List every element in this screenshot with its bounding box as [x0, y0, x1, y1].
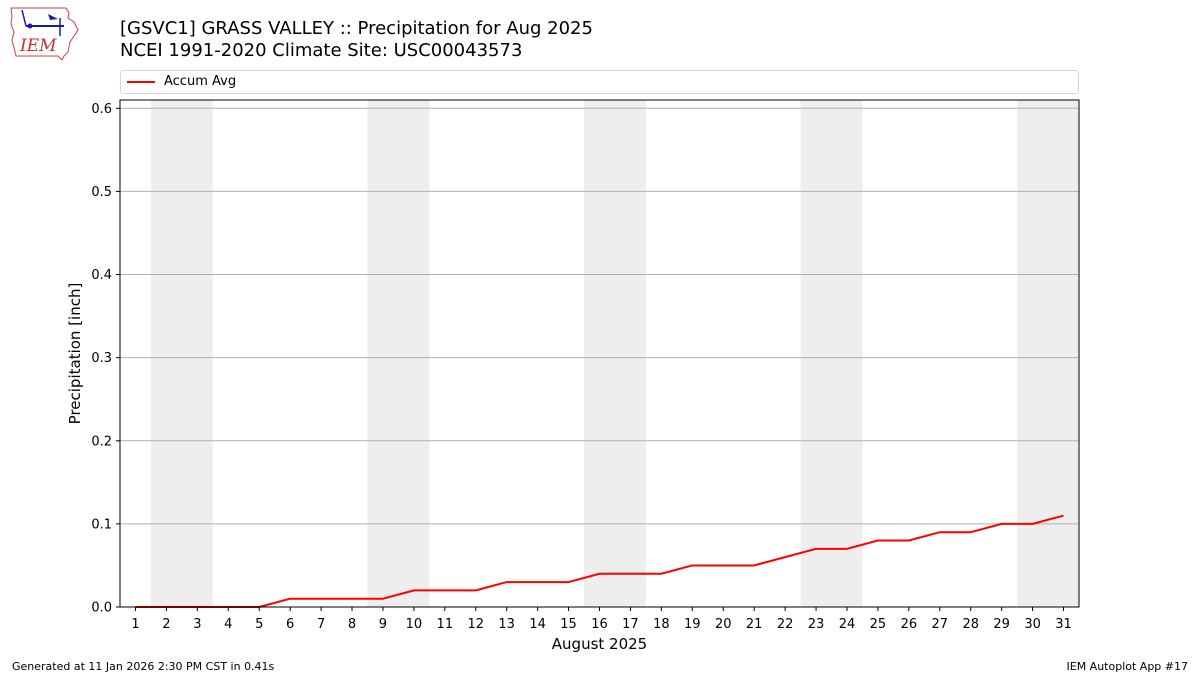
x-axis: 1 2 3 4 5 6 7 8 9 10 11 12 13 14 15 16 17 18 19 20 21 22 23 24 2…: [131, 607, 1072, 632]
iowa-outline-icon: [10, 7, 79, 60]
y-tick-label-5: 0.5: [91, 185, 112, 200]
x-tick-label-11: 11: [437, 617, 454, 632]
x-tick-label-27: 27: [932, 617, 949, 632]
footer-generated: Generated at 11 Jan 2026 2:30 PM CST in …: [12, 660, 275, 673]
plot-frame: [119, 99, 1080, 608]
grid-lines: [120, 107, 1079, 608]
y-tick-label-2: 0.2: [91, 434, 112, 449]
x-tick-label-17: 17: [622, 617, 639, 632]
weekend-shading: [150, 100, 1079, 607]
x-tick-label-8: 8: [348, 617, 356, 632]
x-tick-label-26: 26: [901, 617, 918, 632]
x-tick-label-20: 20: [715, 617, 732, 632]
chart-subtitle: NCEI 1991-2020 Climate Site: USC00043573: [120, 40, 523, 61]
x-tick-label-15: 15: [560, 617, 577, 632]
x-tick-label-14: 14: [529, 617, 546, 632]
x-tick-label-5: 5: [255, 617, 263, 632]
y-tick-label-1: 0.1: [91, 517, 112, 532]
x-tick-label-6: 6: [286, 617, 294, 632]
logo-text: IEM: [19, 36, 57, 56]
x-axis-label: August 2025: [552, 635, 647, 653]
x-tick-label-4: 4: [224, 617, 232, 632]
series-layer: [135, 514, 1064, 608]
weekend-shade-3: [584, 100, 646, 607]
x-tick-label-10: 10: [406, 617, 423, 632]
x-tick-label-28: 28: [962, 617, 979, 632]
legend-swatch-accum-avg: [127, 81, 155, 83]
x-tick-label-18: 18: [653, 617, 670, 632]
x-tick-label-30: 30: [1024, 617, 1041, 632]
x-tick-label-21: 21: [746, 617, 763, 632]
chart-legend: Accum Avg: [120, 70, 1079, 94]
y-axis-label: Precipitation [inch]: [66, 283, 84, 425]
x-tick-label-7: 7: [317, 617, 325, 632]
y-tick-label-6: 0.6: [91, 102, 112, 117]
y-tick-label-3: 0.3: [91, 351, 112, 366]
weekend-shade-4: [800, 100, 863, 607]
x-tick-label-24: 24: [839, 617, 856, 632]
x-tick-label-3: 3: [193, 617, 201, 632]
y-axis: 0.0 0.1 0.2 0.3 0.4 0.5 0.6: [91, 102, 120, 616]
x-tick-label-2: 2: [162, 617, 170, 632]
iem-logo: IEM: [10, 7, 79, 60]
x-tick-label-1: 1: [131, 617, 139, 632]
x-tick-label-9: 9: [379, 617, 387, 632]
x-tick-label-13: 13: [498, 617, 515, 632]
x-tick-label-25: 25: [870, 617, 887, 632]
weekend-shade-5: [1017, 100, 1079, 607]
x-tick-label-12: 12: [467, 617, 484, 632]
x-tick-label-29: 29: [993, 617, 1010, 632]
legend-label-accum-avg: Accum Avg: [164, 74, 237, 89]
weekend-shade-1: [150, 100, 213, 607]
y-tick-label-0: 0.0: [91, 601, 112, 616]
x-tick-label-19: 19: [684, 617, 701, 632]
series-line-accum-avg: [135, 514, 1064, 608]
x-tick-label-31: 31: [1055, 617, 1072, 632]
weekend-shade-2: [367, 100, 430, 607]
x-tick-label-22: 22: [777, 617, 794, 632]
y-tick-label-4: 0.4: [91, 268, 112, 283]
footer-app-id: IEM Autoplot App #17: [1066, 660, 1189, 673]
x-tick-label-16: 16: [591, 617, 608, 632]
x-tick-label-23: 23: [808, 617, 825, 632]
chart-title: [GSVC1] GRASS VALLEY :: Precipitation fo…: [120, 18, 593, 39]
